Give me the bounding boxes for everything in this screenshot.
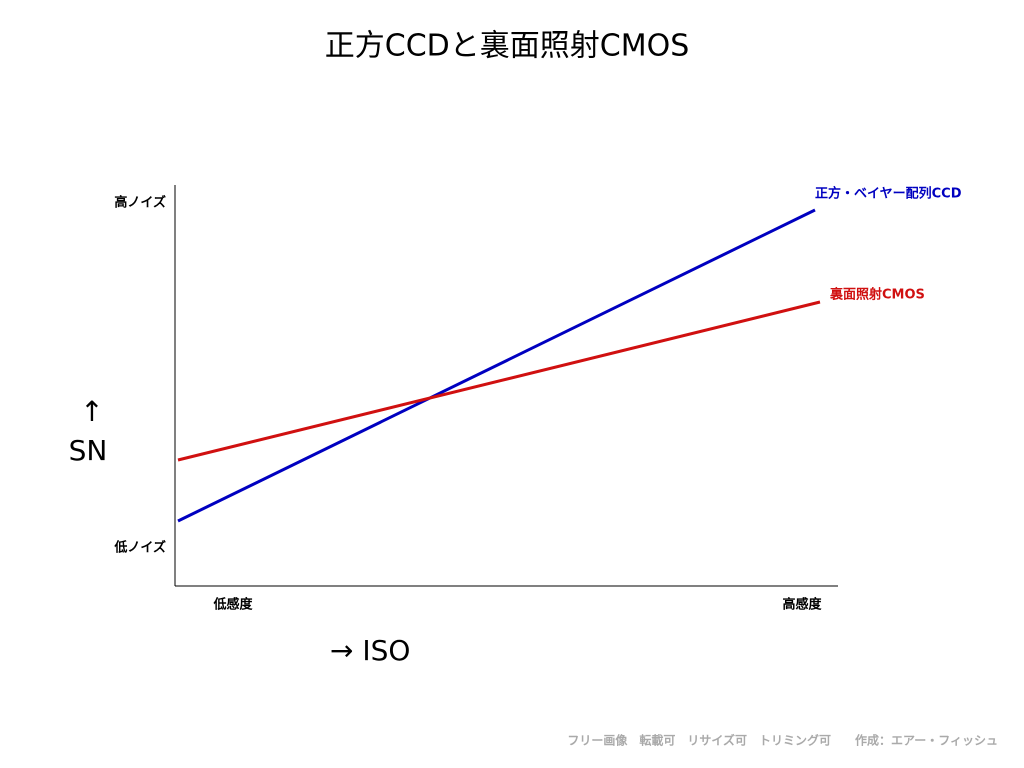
footer: フリー画像 転載可 リサイズ可 トリミング可 作成：エアー・フィッシュ xyxy=(567,733,998,748)
y-bottom-label: 低ノイズ xyxy=(113,540,166,556)
ccd-label: 正方・ベイヤー配列CCD xyxy=(815,186,962,202)
x-left-label: 低感度 xyxy=(212,597,253,613)
cmos-line xyxy=(177,300,821,462)
y-arrow: ↑ xyxy=(80,395,103,428)
x-label: → ISO xyxy=(330,634,410,667)
y-top-label: 高ノイズ xyxy=(114,195,166,211)
y-label: SN xyxy=(69,434,108,467)
ccd-line xyxy=(177,208,816,523)
title: 正方CCDと裏面照射CMOS xyxy=(325,29,689,64)
cmos-label: 裏面照射CMOS xyxy=(829,287,925,303)
x-right-label: 高感度 xyxy=(782,597,822,613)
